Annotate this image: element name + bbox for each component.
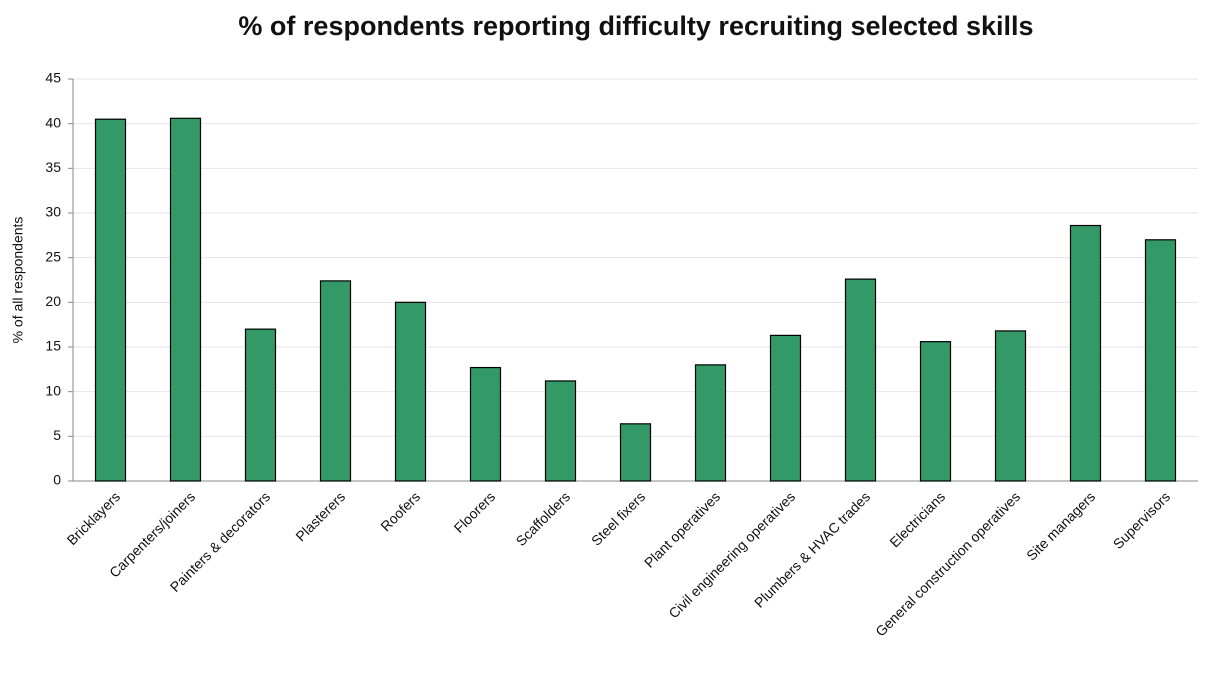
x-tick-label: Supervisors xyxy=(1110,488,1174,552)
bar xyxy=(394,301,427,482)
x-tick-label: Electricians xyxy=(886,488,948,550)
y-tick-label: 0 xyxy=(53,472,61,488)
bar xyxy=(769,334,802,482)
bar xyxy=(919,341,952,482)
y-tick-label: 35 xyxy=(45,159,61,175)
bar xyxy=(1144,239,1177,482)
y-axis-label: % of all respondents xyxy=(10,217,26,344)
x-tick-label: Plant operatives xyxy=(641,488,723,570)
bar xyxy=(544,380,577,482)
bar xyxy=(469,366,502,482)
bar xyxy=(619,423,652,482)
x-tick-label: Civil engineering operatives xyxy=(665,488,798,621)
y-tick-label: 5 xyxy=(53,427,61,443)
x-tick-label: Scaffolders xyxy=(513,488,574,549)
bar xyxy=(694,364,727,482)
bar xyxy=(319,280,352,482)
y-tick-label: 30 xyxy=(45,204,61,220)
y-tick-label: 10 xyxy=(45,382,61,398)
x-tick-label: Roofers xyxy=(377,488,423,534)
bar xyxy=(994,330,1027,482)
y-tick-label: 40 xyxy=(45,114,61,130)
y-tick-label: 25 xyxy=(45,248,61,264)
y-tick-label: 15 xyxy=(45,338,61,354)
x-tick-label: Plasterers xyxy=(292,488,348,544)
x-tick-label: Site managers xyxy=(1023,488,1098,563)
bar xyxy=(169,117,202,482)
bar xyxy=(94,118,127,482)
bar xyxy=(244,328,277,482)
y-tick-label: 20 xyxy=(45,293,61,309)
bar xyxy=(1069,224,1102,482)
bar xyxy=(844,278,877,482)
chart-title: % of respondents reporting difficulty re… xyxy=(238,11,1033,41)
x-tick-label: General construction operatives xyxy=(872,488,1023,639)
x-tick-label: Steel fixers xyxy=(588,488,648,548)
x-tick-label: Bricklayers xyxy=(64,488,124,548)
y-tick-label: 45 xyxy=(45,70,61,86)
x-tick-label: Floorers xyxy=(451,488,499,536)
